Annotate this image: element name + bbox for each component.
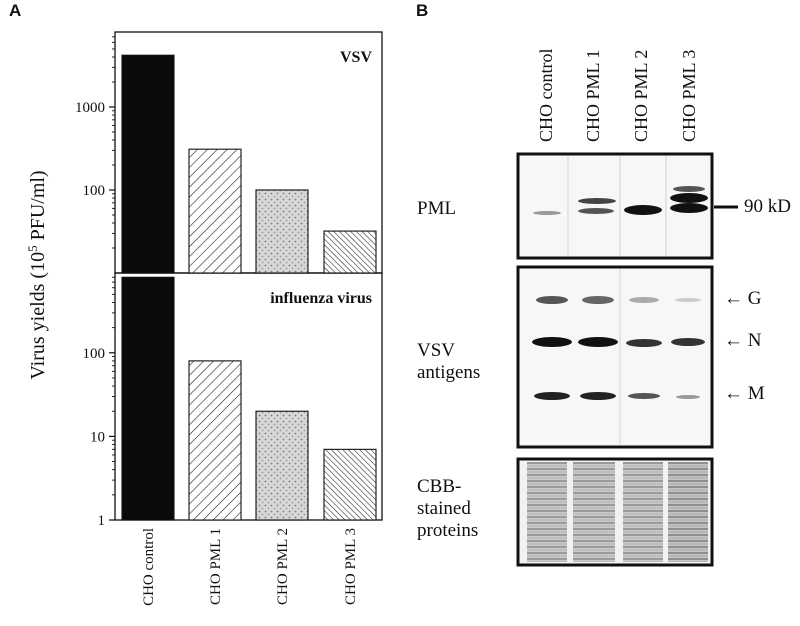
marker-n-label: N bbox=[747, 330, 762, 351]
lane-label: CHO PML 3 bbox=[679, 49, 699, 142]
lane-label: CHO PML 1 bbox=[583, 49, 603, 142]
bar bbox=[255, 410, 309, 521]
bar bbox=[121, 276, 175, 521]
m-band bbox=[534, 392, 570, 400]
marker-g-label: G bbox=[747, 288, 762, 309]
pml-band bbox=[670, 193, 708, 203]
n-band bbox=[671, 338, 705, 346]
marker-m: ← M bbox=[724, 383, 765, 405]
left-arrow-icon: ← bbox=[724, 330, 743, 351]
bar bbox=[188, 360, 242, 521]
left-arrow-icon: ← bbox=[724, 383, 743, 404]
x-category-label: CHO PML 3 bbox=[343, 528, 359, 605]
m-band bbox=[628, 393, 660, 399]
row-label-line: PML bbox=[417, 198, 457, 219]
bar bbox=[121, 54, 175, 274]
pml-band bbox=[578, 208, 614, 214]
bar bbox=[255, 189, 309, 274]
row-label-line: stained bbox=[417, 498, 471, 519]
pml-band bbox=[670, 203, 708, 213]
row-label-pml: PML bbox=[417, 198, 456, 220]
y-tick-label: 100 bbox=[83, 346, 106, 362]
panel-b-label: B bbox=[416, 1, 429, 20]
n-band bbox=[578, 337, 618, 347]
left-arrow-icon: ← bbox=[724, 288, 743, 309]
bar bbox=[188, 148, 242, 274]
vsv-antigens-blot bbox=[516, 265, 714, 449]
subplot-title: influenza virus bbox=[270, 290, 372, 307]
g-band bbox=[536, 296, 568, 304]
bar bbox=[323, 230, 377, 274]
ylabel-svg: Virus yields (105 PFU/ml) bbox=[25, 170, 49, 379]
x-category-label: CHO control bbox=[141, 528, 157, 606]
bar bbox=[323, 448, 377, 521]
row-label-line: VSV bbox=[417, 340, 456, 361]
marker-n: ← N bbox=[724, 330, 761, 352]
lane-label: CHO PML 2 bbox=[631, 49, 651, 142]
row-label-line: antigens bbox=[417, 362, 481, 383]
lane-label: CHO control bbox=[536, 48, 556, 143]
y-tick-label: 100 bbox=[83, 183, 106, 199]
panel-a-label: A bbox=[9, 1, 22, 20]
pml-band bbox=[673, 186, 705, 192]
pml-blot bbox=[516, 152, 714, 260]
g-band bbox=[675, 298, 701, 302]
y-tick-label: 1 bbox=[98, 513, 106, 529]
row-label-vsv-antigens: VSV antigens bbox=[417, 340, 480, 384]
x-category-label: CHO PML 2 bbox=[275, 528, 291, 605]
marker-90kd: 90 kD bbox=[744, 196, 791, 217]
g-band bbox=[629, 297, 659, 303]
g-band bbox=[582, 296, 614, 304]
n-band bbox=[626, 339, 662, 347]
row-label-line: proteins bbox=[417, 520, 479, 541]
row-label-line: CBB- bbox=[417, 476, 462, 497]
m-band bbox=[580, 392, 616, 400]
cbb-stained-blot bbox=[516, 457, 714, 567]
x-category-label: CHO PML 1 bbox=[208, 528, 224, 605]
y-tick-label: 1000 bbox=[75, 100, 105, 116]
pml-band bbox=[578, 198, 616, 204]
n-band bbox=[532, 337, 572, 347]
marker-g: ← G bbox=[724, 288, 761, 310]
y-tick-label: 10 bbox=[90, 429, 105, 445]
subplot-title: VSV bbox=[340, 49, 372, 66]
pml-band bbox=[624, 205, 662, 215]
m-band bbox=[676, 395, 700, 399]
pml-band bbox=[533, 211, 561, 215]
row-label-cbb: CBB- stained proteins bbox=[417, 476, 478, 542]
marker-m-label: M bbox=[747, 383, 765, 404]
